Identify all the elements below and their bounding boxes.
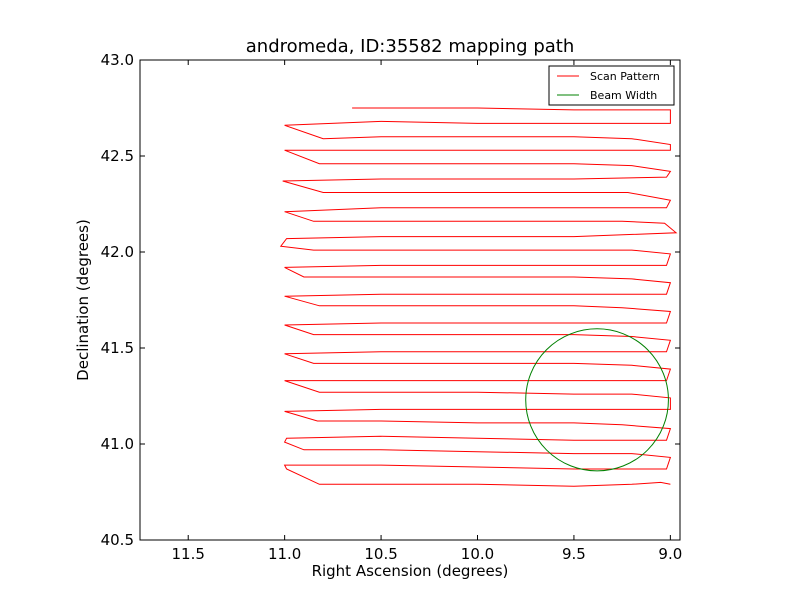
chart-title: andromeda, ID:35582 mapping path (246, 36, 575, 57)
x-axis: 11.5 11.0 10.5 10.0 9.5 9.0 (172, 60, 682, 563)
y-axis: 40.5 41.0 41.5 42.0 42.5 43.0 (101, 51, 680, 549)
plot-area: 11.5 11.0 10.5 10.0 9.5 9.0 40.541.041.542.04… (101, 51, 683, 563)
y-tick-label: 41.0 (101, 435, 134, 453)
x-tick-label: 9.0 (658, 545, 682, 563)
x-tick-label: 10.0 (461, 545, 494, 563)
x-tick-label: 9.5 (562, 545, 586, 563)
legend-label-beam-width: Beam Width (590, 89, 657, 102)
series-scan-pattern (279, 107, 678, 487)
y-tick-label: 43.0 (101, 51, 134, 69)
x-tick-label: 11.5 (172, 545, 205, 563)
x-axis-label: Right Ascension (degrees) (312, 562, 509, 580)
plot-frame (139, 59, 681, 541)
y-tick-label: 40.5 (101, 531, 134, 549)
series-beam-width (525, 328, 669, 472)
x-tick-label: 11.0 (268, 545, 301, 563)
y-tick-label: 42.5 (101, 147, 134, 165)
y-tick-label: 42.0 (101, 243, 134, 261)
legend: Scan Pattern Beam Width (548, 65, 675, 106)
y-tick-label: 41.5 (101, 339, 134, 357)
y-axis-label: Declination (degrees) (74, 219, 92, 381)
x-tick-label: 10.5 (364, 545, 397, 563)
series-layer (279, 107, 678, 487)
legend-label-scan-pattern: Scan Pattern (590, 70, 660, 83)
legend-box (548, 65, 675, 106)
